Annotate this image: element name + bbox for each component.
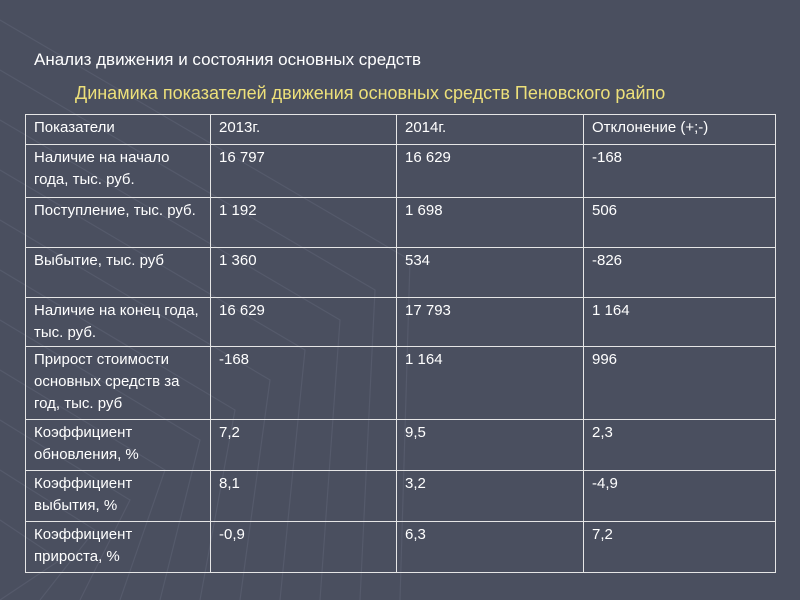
table-cell: 1 360 <box>210 247 397 298</box>
table-row: Коэффициент прироста, % -0,9 6,3 7,2 <box>25 521 776 573</box>
table-row: Наличие на начало года, тыс. руб. 16 797… <box>25 144 776 198</box>
row-label-cell: Коэффициент прироста, % <box>25 521 211 573</box>
table-cell: 996 <box>583 346 776 420</box>
header-cell: Показатели <box>25 114 211 145</box>
table-cell: 534 <box>396 247 584 298</box>
table-cell: 1 698 <box>396 197 584 248</box>
table-row: Выбытие, тыс. руб 1 360 534 -826 <box>25 247 776 298</box>
table-cell: 16 629 <box>396 144 584 198</box>
header-cell: Отклонение (+;-) <box>583 114 776 145</box>
table-cell: 7,2 <box>583 521 776 573</box>
table-row: Коэффициент обновления, % 7,2 9,5 2,3 <box>25 419 776 471</box>
table-cell: 9,5 <box>396 419 584 471</box>
header-cell: 2014г. <box>396 114 584 145</box>
table-cell: 16 797 <box>210 144 397 198</box>
table-cell: -168 <box>210 346 397 420</box>
table-header-row: Показатели 2013г. 2014г. Отклонение (+;-… <box>25 114 776 145</box>
table-cell: 17 793 <box>396 297 584 347</box>
table-cell: 7,2 <box>210 419 397 471</box>
row-label-cell: Коэффициент выбытия, % <box>25 470 211 522</box>
table-row: Наличие на конец года, тыс. руб. 16 629 … <box>25 297 776 347</box>
table-cell: -4,9 <box>583 470 776 522</box>
row-label-cell: Прирост стоимости основных средств за го… <box>25 346 211 420</box>
table-cell: 1 164 <box>396 346 584 420</box>
table-cell: -826 <box>583 247 776 298</box>
fixed-assets-table: Показатели 2013г. 2014г. Отклонение (+;-… <box>25 114 776 573</box>
slide-subtitle: Динамика показателей движения основных с… <box>75 83 666 103</box>
row-label-cell: Выбытие, тыс. руб <box>25 247 211 298</box>
table-cell: -168 <box>583 144 776 198</box>
table-row: Прирост стоимости основных средств за го… <box>25 346 776 420</box>
header-cell: 2013г. <box>210 114 397 145</box>
row-label-cell: Поступление, тыс. руб. <box>25 197 211 248</box>
table-row: Коэффициент выбытия, % 8,1 3,2 -4,9 <box>25 470 776 522</box>
table-cell: 506 <box>583 197 776 248</box>
row-label-cell: Наличие на начало года, тыс. руб. <box>25 144 211 198</box>
table-cell: 6,3 <box>396 521 584 573</box>
slide-title: Анализ движения и состояния основных сре… <box>34 50 422 69</box>
table-cell: 8,1 <box>210 470 397 522</box>
table-cell: 2,3 <box>583 419 776 471</box>
table-cell: -0,9 <box>210 521 397 573</box>
table-cell: 16 629 <box>210 297 397 347</box>
table-cell: 1 164 <box>583 297 776 347</box>
table-row: Поступление, тыс. руб. 1 192 1 698 506 <box>25 197 776 248</box>
row-label-cell: Коэффициент обновления, % <box>25 419 211 471</box>
row-label-cell: Наличие на конец года, тыс. руб. <box>25 297 211 347</box>
table-cell: 3,2 <box>396 470 584 522</box>
table-cell: 1 192 <box>210 197 397 248</box>
